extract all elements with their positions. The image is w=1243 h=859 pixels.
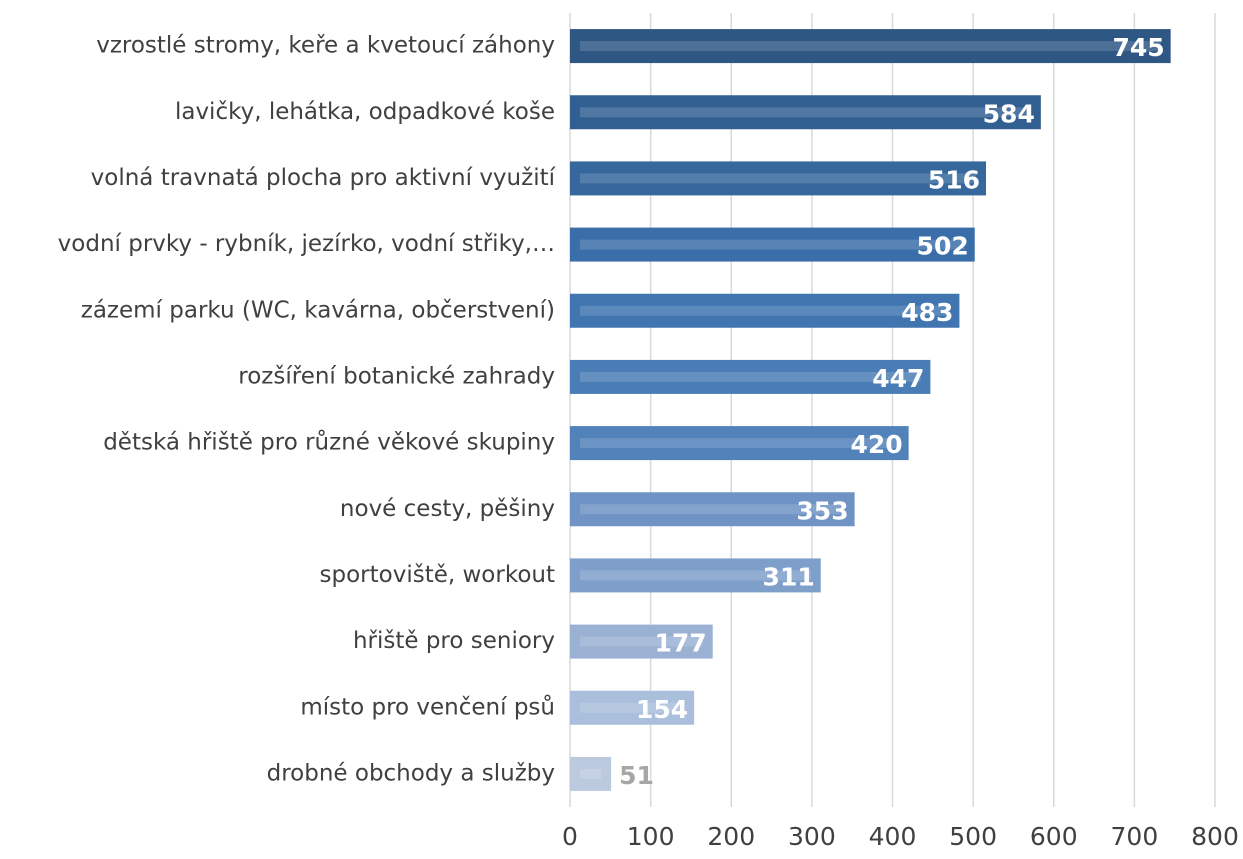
bar	[570, 690, 695, 725]
x-tick-label: 400	[869, 822, 917, 851]
x-tick-label: 800	[1191, 822, 1239, 851]
bar-highlight	[580, 173, 977, 184]
bar	[570, 95, 1041, 130]
bar-highlight	[580, 702, 685, 713]
value-label: 745	[1112, 33, 1164, 62]
category-label: vodní prvky - rybník, jezírko, vodní stř…	[58, 231, 555, 257]
category-label: vzrostlé stromy, keře a kvetoucí záhony	[96, 33, 555, 59]
bar-highlight	[580, 371, 921, 382]
bar	[570, 227, 975, 262]
value-label: 154	[636, 695, 688, 724]
bar-highlight	[580, 636, 703, 647]
bar-highlight	[580, 239, 965, 250]
value-label: 353	[796, 496, 848, 525]
x-tick-label: 100	[627, 822, 675, 851]
value-label: 483	[901, 298, 953, 327]
x-tick-label: 600	[1030, 822, 1078, 851]
bar	[570, 756, 612, 791]
x-tick-label: 500	[949, 822, 997, 851]
bar	[570, 426, 909, 461]
value-label: 177	[655, 629, 707, 658]
category-label: rozšíření botanické zahrady	[238, 363, 555, 389]
value-label: 584	[983, 99, 1035, 128]
bar	[570, 558, 821, 593]
bar-highlight	[580, 504, 845, 515]
bar	[570, 29, 1171, 64]
bar	[570, 161, 987, 196]
category-label: lavičky, lehátka, odpadkové koše	[175, 99, 555, 125]
category-label: volná travnatá plocha pro aktivní využit…	[91, 165, 556, 191]
category-label: zázemí parku (WC, kavárna, občerstvení)	[81, 297, 555, 323]
x-tick-label: 0	[562, 822, 578, 851]
category-label: sportoviště, workout	[320, 562, 555, 588]
category-label: hřiště pro seniory	[353, 628, 555, 654]
bar	[570, 624, 713, 659]
bar	[570, 293, 960, 328]
value-label: 447	[872, 364, 924, 393]
value-label: 516	[928, 165, 980, 194]
bar	[570, 359, 931, 394]
category-label: dětská hřiště pro různé věkové skupiny	[103, 429, 555, 456]
bar-highlight	[580, 41, 1161, 52]
bar	[570, 492, 855, 527]
category-label: drobné obchody a služby	[267, 760, 555, 786]
x-tick-label: 300	[788, 822, 836, 851]
category-label: nové cesty, pěšiny	[340, 496, 555, 522]
value-label: 502	[917, 232, 969, 261]
category-label: místo pro venčení psů	[300, 693, 555, 720]
x-tick-label: 700	[1111, 822, 1159, 851]
bar-highlight	[580, 438, 899, 449]
bar-highlight	[580, 768, 602, 779]
value-label: 51	[619, 761, 654, 790]
bar-highlight	[580, 305, 950, 316]
bar-highlight	[580, 570, 811, 581]
value-label: 311	[763, 562, 815, 591]
bar-highlight	[580, 107, 1031, 118]
x-tick-label: 200	[707, 822, 755, 851]
value-label: 420	[850, 430, 902, 459]
